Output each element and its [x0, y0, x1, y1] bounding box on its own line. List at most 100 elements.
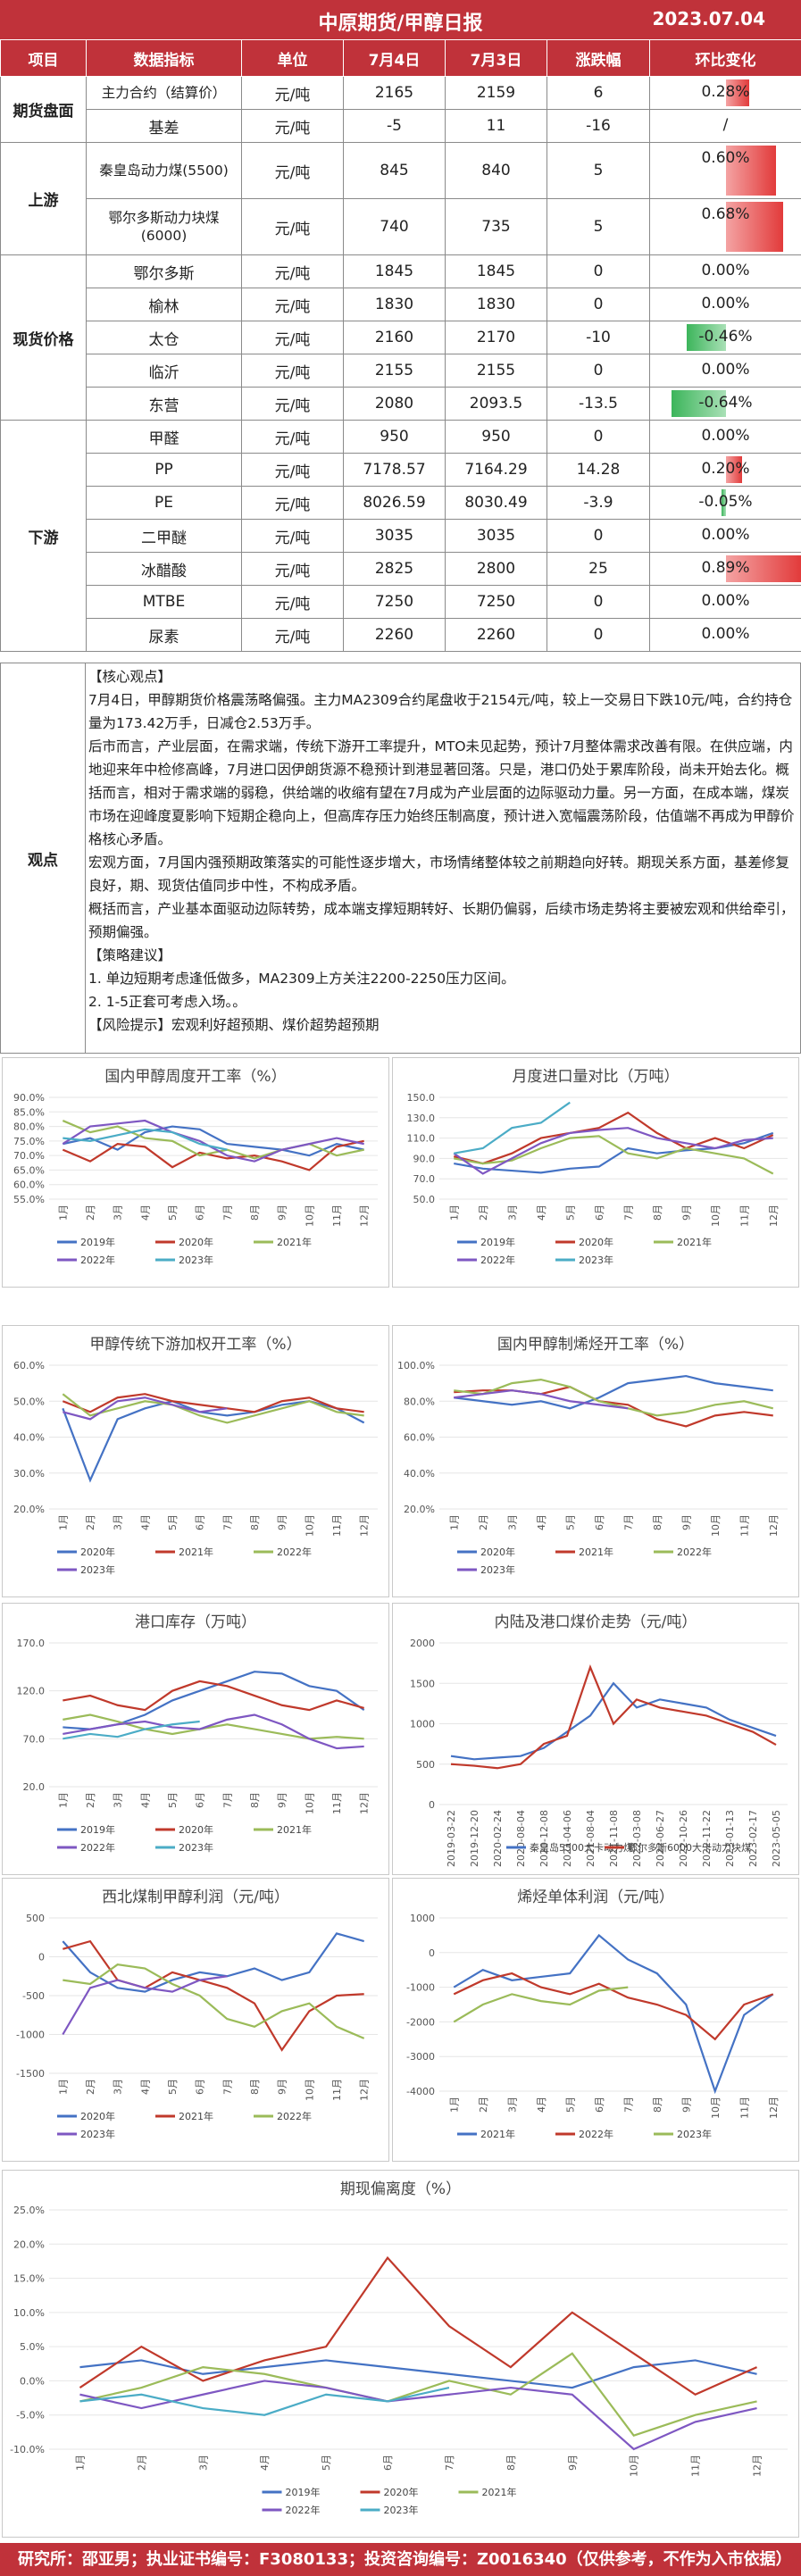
cell-item: PP — [86, 453, 242, 487]
y-tick-label: 20.0% — [404, 1504, 435, 1515]
x-tick-label: 7月 — [622, 2097, 634, 2113]
x-tick-label: 2月 — [85, 1514, 96, 1530]
cell-d1: 2155 — [343, 354, 446, 388]
legend-label: 2021年 — [480, 2128, 515, 2140]
x-tick-label: 11月 — [331, 1792, 343, 1814]
view-paragraph: 【风险提示】宏观利好超预期、煤价超势超预期 — [88, 1017, 380, 1033]
cell-d0: 840 — [445, 142, 547, 199]
cell-unit: 元/吨 — [241, 109, 344, 143]
legend-label: 2023年 — [677, 2128, 712, 2140]
cell-pct-change: 0.00% — [649, 254, 801, 288]
x-tick-label: 2020-08-04 — [515, 1810, 527, 1867]
table-header-6: 环比变化 — [649, 39, 801, 77]
x-tick-label: 10月 — [304, 1792, 315, 1814]
x-tick-label: 2月 — [85, 1205, 96, 1221]
chart-panel-mto-rate: 国内甲醇制烯烃开工率（%） 100.0% 80.0% 60.0% 40.0% 20.0% 1… — [392, 1325, 799, 1597]
cell-unit: 元/吨 — [241, 142, 344, 199]
x-tick-label: 1月 — [74, 2455, 86, 2471]
cell-pct-change: 0.00% — [649, 420, 801, 454]
view-paragraph: 【核心观点】 — [88, 669, 172, 685]
cell-unit: 元/吨 — [241, 254, 344, 288]
x-tick-label: 4月 — [259, 2455, 271, 2471]
x-tick-label: 3月 — [113, 1205, 124, 1221]
x-tick-label: 3月 — [113, 1792, 124, 1808]
x-tick-label: 4月 — [536, 1514, 547, 1530]
x-tick-label: 12月 — [359, 2079, 371, 2101]
y-tick-label: 25.0% — [13, 2205, 45, 2216]
x-tick-label: 8月 — [249, 1792, 261, 1808]
x-tick-label: 2022-03-08 — [631, 1810, 643, 1867]
table-header-3: 7月4日 — [343, 39, 446, 77]
table-row: 鄂尔多斯动力块煤(6000) 元/吨 740 735 5 0.68% — [1, 198, 801, 255]
cell-unit: 元/吨 — [241, 198, 344, 255]
legend-label: 2021年 — [277, 1236, 312, 1248]
x-tick-label: 3月 — [506, 1514, 518, 1530]
table-row: 下游 甲醛 元/吨 950 950 0 0.00% — [0, 420, 801, 652]
x-tick-label: 8月 — [652, 1514, 663, 1530]
x-tick-label: 8月 — [249, 1514, 261, 1530]
x-tick-label: 2022-06-27 — [655, 1810, 666, 1867]
cell-pct-change: 0.00% — [649, 585, 801, 619]
pct-change-value: 0.00% — [701, 625, 750, 643]
x-tick-label: 5月 — [167, 2079, 179, 2095]
y-tick-label: 10.0% — [13, 2307, 45, 2319]
legend-label: 2023年 — [179, 1254, 213, 1266]
y-tick-label: 1500 — [410, 1678, 435, 1689]
cell-d0: 11 — [445, 109, 547, 143]
legend-label: 秦皇岛5500大卡动力煤 — [530, 1841, 633, 1854]
x-tick-label: 9月 — [277, 1514, 288, 1530]
cell-pct-change: -0.05% — [649, 486, 801, 520]
view-paragraph: 概括而言，产业基本面驱动边际转势，成本端支撑短期转好、长期仍偏弱，后续市场走势将… — [88, 901, 795, 940]
cell-d0: 2093.5 — [445, 387, 547, 421]
x-tick-label: 10月 — [304, 1514, 315, 1537]
cell-d1: 845 — [343, 142, 446, 199]
y-tick-label: -5.0% — [16, 2410, 45, 2422]
series-line-1 — [453, 1972, 774, 2041]
cell-pct-change: -0.64% — [649, 387, 801, 421]
cell-chg: 0 — [547, 288, 650, 321]
legend-label: 2020年 — [579, 1236, 613, 1248]
x-tick-label: 1月 — [57, 1205, 69, 1221]
cell-item: PE — [86, 486, 242, 520]
x-tick-label: 4月 — [536, 1205, 547, 1221]
cell-item: 尿素 — [86, 618, 242, 652]
cell-pct-change: 0.00% — [649, 618, 801, 652]
x-tick-label: 9月 — [680, 1514, 692, 1530]
report-date: 2023.07.04 — [652, 8, 765, 29]
y-tick-label: 70.0 — [413, 1173, 436, 1185]
x-tick-label: 1月 — [448, 1205, 460, 1221]
cell-pct-change: 0.89% — [649, 552, 801, 586]
x-tick-label: 2月 — [478, 1514, 489, 1530]
series-line-1 — [453, 1111, 774, 1165]
x-tick-label: 3月 — [197, 2455, 209, 2471]
series-line-2 — [453, 1986, 629, 2023]
cell-unit: 元/吨 — [241, 486, 344, 520]
price-table: 项目 数据指标 单位 7月4日 7月3日 涨跌幅 环比变化 期货盘面 主力合约（结算价） 元/吨… — [0, 39, 801, 652]
x-tick-label: 9月 — [567, 2455, 579, 2471]
y-tick-label: -500 — [22, 1990, 45, 2002]
x-tick-label: 8月 — [249, 2079, 261, 2095]
cell-d0: 7250 — [445, 585, 547, 619]
pct-change-value: / — [722, 116, 729, 134]
x-tick-label: 2月 — [478, 1205, 489, 1221]
x-tick-label: 11月 — [738, 2097, 750, 2119]
y-tick-label: 100.0% — [397, 1360, 435, 1371]
legend-label: 2023年 — [80, 2128, 115, 2140]
series-line-2 — [63, 1713, 364, 1740]
y-tick-label: 65.0% — [13, 1164, 45, 1176]
y-tick-label: 170.0 — [17, 1638, 46, 1649]
table-row: 期货盘面 主力合约（结算价） 元/吨 2165 2159 6 0.28% — [0, 76, 801, 143]
legend-label: 鄂尔多斯6000大卡动力块煤 — [628, 1841, 751, 1854]
series-line-3 — [62, 1119, 364, 1163]
legend-label: 2020年 — [179, 1823, 213, 1836]
cell-pct-change: 0.28% — [649, 76, 801, 110]
legend-label: 2020年 — [80, 1546, 115, 1558]
y-tick-label: -1500 — [16, 2068, 45, 2080]
cell-unit: 元/吨 — [241, 76, 344, 110]
x-tick-label: 5月 — [321, 2455, 332, 2471]
view-paragraph: 后市而言，产业层面，在需求端，传统下游开工率提升，MTO未见起势，预计7月整体需… — [88, 738, 795, 847]
x-tick-label: 12月 — [359, 1514, 371, 1537]
x-tick-label: 2020-12-08 — [538, 1810, 550, 1867]
x-tick-label: 2023-01-13 — [724, 1810, 736, 1867]
x-tick-label: 2019-12-20 — [469, 1810, 480, 1867]
